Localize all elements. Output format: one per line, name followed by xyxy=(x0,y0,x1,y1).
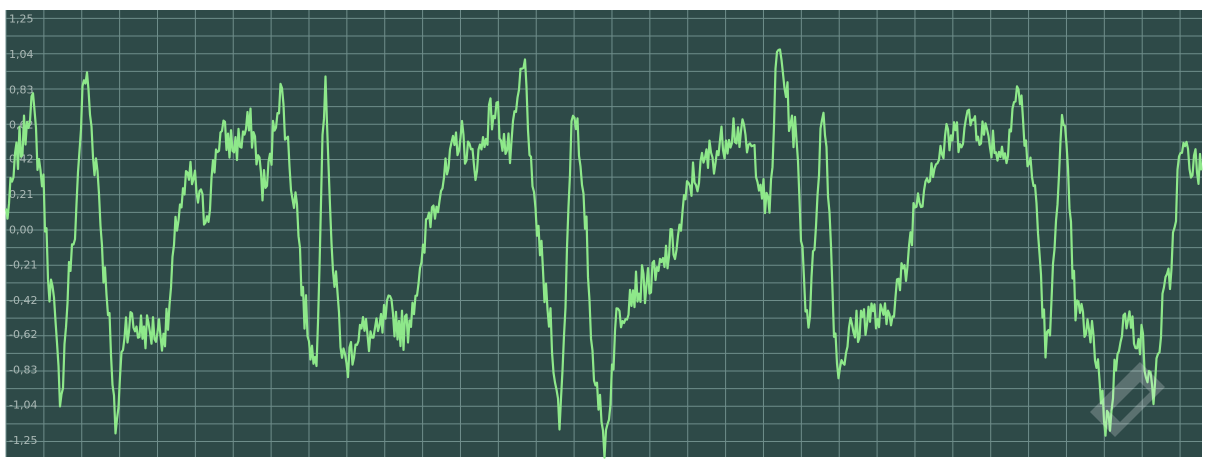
y-tick-label: -0,62 xyxy=(9,328,37,341)
watermark-shape xyxy=(1090,362,1165,437)
plot-background xyxy=(6,10,1202,457)
waveform-series-line xyxy=(4,48,1203,459)
y-tick-label: 0,83 xyxy=(9,83,34,96)
y-tick-label: -1,25 xyxy=(9,434,37,447)
y-tick-label: -0,83 xyxy=(9,363,37,376)
horizontal-gridlines xyxy=(6,17,1202,442)
vertical-gridlines xyxy=(5,10,1181,457)
y-tick-label: 1,25 xyxy=(9,12,34,25)
watermark-logo xyxy=(1090,362,1165,437)
y-tick-label: -1,04 xyxy=(9,399,37,412)
y-tick-label: 0,21 xyxy=(9,188,34,201)
y-tick-label: -0,21 xyxy=(9,259,37,272)
y-tick-label: 1,04 xyxy=(9,48,34,61)
y-tick-label: -0,42 xyxy=(9,294,37,307)
y-tick-label: 0,00 xyxy=(9,223,34,236)
